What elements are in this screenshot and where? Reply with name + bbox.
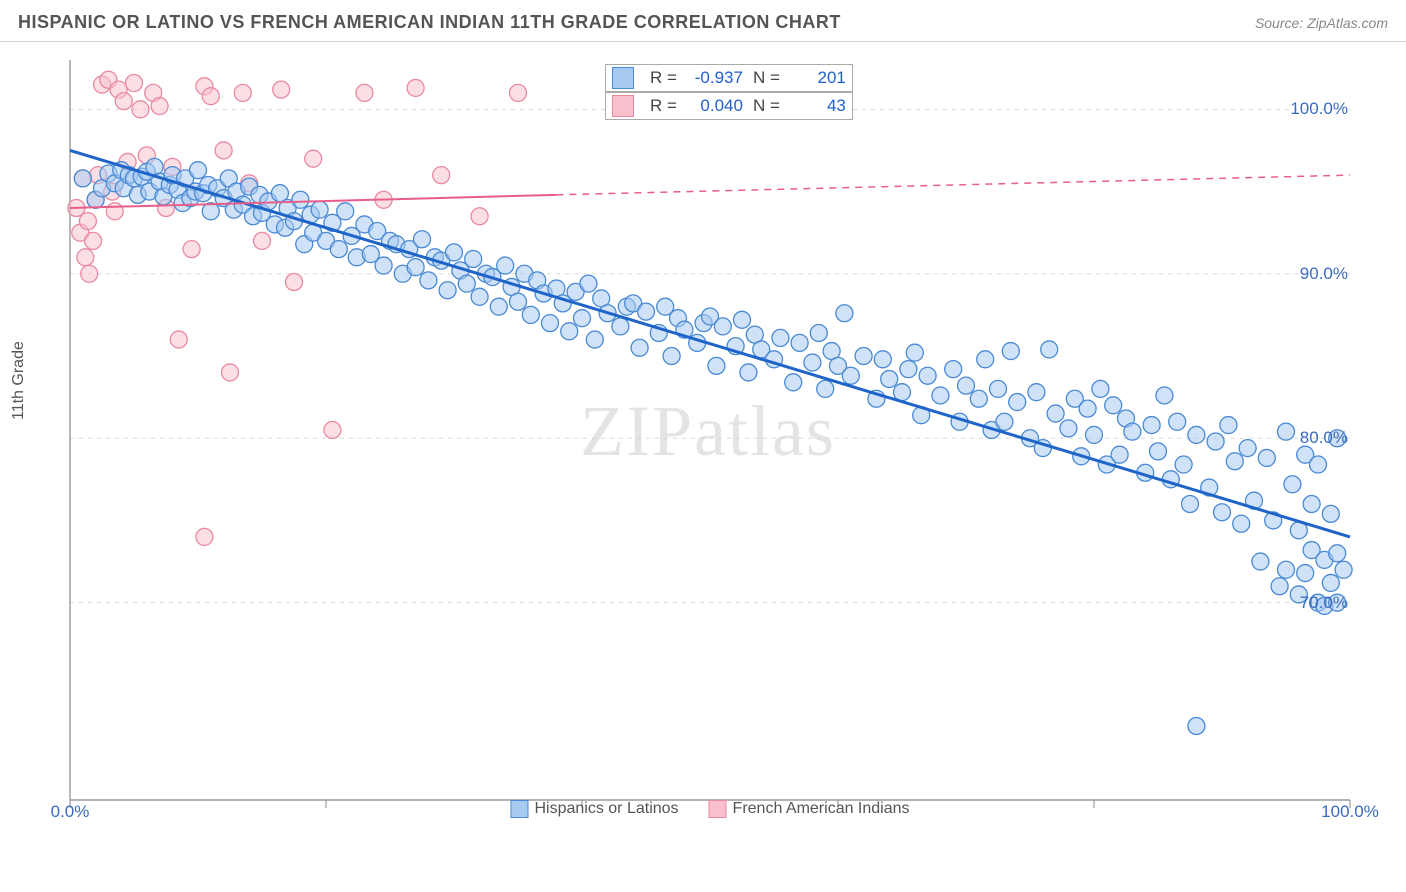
y-axis-label: 11th Grade [10, 341, 28, 420]
stat-r-value: 0.040 [687, 96, 743, 116]
chart-header: HISPANIC OR LATINO VS FRENCH AMERICAN IN… [0, 0, 1406, 42]
stat-n-value: 43 [790, 96, 846, 116]
chart-svg [60, 50, 1360, 820]
x-tick-label: 0.0% [51, 802, 90, 822]
stat-r-value: -0.937 [687, 68, 743, 88]
stats-row: R = -0.937 N = 201 [605, 64, 853, 92]
stats-swatch [612, 67, 634, 89]
legend-swatch [510, 800, 528, 818]
correlation-stats-box: R = -0.937 N = 201 R = 0.040 N = 43 [605, 64, 853, 120]
y-tick-label: 80.0% [1300, 428, 1348, 448]
legend-label: French American Indians [733, 800, 910, 818]
stat-r-label: R = [650, 96, 677, 116]
y-tick-label: 100.0% [1290, 99, 1348, 119]
chart-source: Source: ZipAtlas.com [1255, 15, 1388, 31]
stats-swatch [612, 95, 634, 117]
stat-n-label: N = [753, 68, 780, 88]
legend-swatch [709, 800, 727, 818]
y-tick-label: 90.0% [1300, 264, 1348, 284]
y-tick-label: 70.0% [1300, 593, 1348, 613]
chart-plot-area: ZIPatlas R =-0.937N =201R =0.040N =43 70… [60, 50, 1360, 820]
legend-label: Hispanics or Latinos [534, 800, 678, 818]
legend-item: French American Indians [709, 800, 910, 818]
stats-row: R = 0.040 N = 43 [605, 92, 853, 120]
chart-legend: Hispanics or Latinos French American Indi… [510, 800, 909, 818]
chart-title: HISPANIC OR LATINO VS FRENCH AMERICAN IN… [18, 12, 841, 33]
stat-n-label: N = [753, 96, 780, 116]
x-tick-label: 100.0% [1321, 802, 1379, 822]
stat-n-value: 201 [790, 68, 846, 88]
legend-item: Hispanics or Latinos [510, 800, 678, 818]
stat-r-label: R = [650, 68, 677, 88]
